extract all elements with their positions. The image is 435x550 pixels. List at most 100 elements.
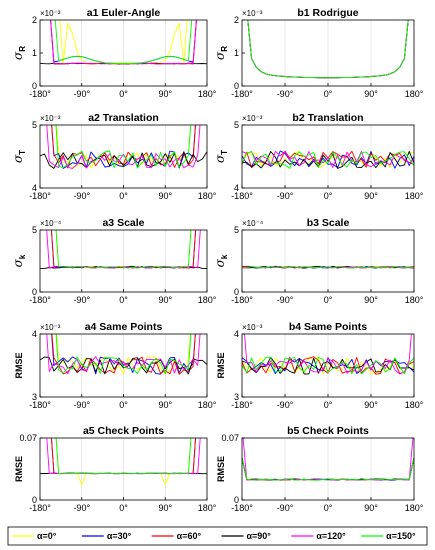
y-tick-label: 5 [234, 120, 239, 130]
series-group [242, 265, 414, 269]
series-line-α=60° [51, 334, 196, 375]
x-tick-label: 0° [119, 89, 128, 99]
x-tick-label: 180° [405, 89, 424, 99]
panel-title: a5 Check Points [83, 425, 164, 437]
y-tick-label: 0 [32, 81, 37, 91]
y-axis-label: RMSE [14, 352, 24, 378]
series-group [40, 125, 207, 169]
x-tick-label: -180° [29, 295, 51, 305]
x-tick-label: 180° [198, 400, 217, 410]
legend-entry: α=120° [316, 531, 346, 541]
y-tick-label: 1 [32, 48, 37, 58]
y-axis-label: RMSE [216, 456, 226, 482]
x-tick-label: 90° [158, 503, 172, 513]
legend-entry: α=30° [107, 531, 132, 541]
series-group [40, 20, 207, 65]
y-tick-label: 1 [234, 48, 239, 58]
series-line-α=150° [242, 265, 414, 269]
legend: α=0° α=30° α=60° α=90° α=120° α=150° [7, 526, 428, 546]
axis-exponent: ×10⁻³ [40, 323, 61, 332]
panel-a4: -180° -90° 0° 90° 180° 3 4 a4 Same Points ×10⁻³ R… [14, 321, 217, 410]
y-axis-label: σR [11, 46, 27, 60]
x-tick-label: 180° [405, 400, 424, 410]
series-line-α=150° [55, 230, 192, 269]
panel-title: b5 Check Points [287, 425, 369, 437]
y-tick-label: 5 [32, 120, 37, 130]
legend-entry: α=60° [177, 531, 202, 541]
panel-title: a1 Euler-Angle [87, 7, 161, 19]
x-tick-label: 90° [364, 295, 378, 305]
panel-a3: -180° -90° 0° 90° 180° 0 5 a3 Scale ×10⁻⁴ σk [11, 217, 217, 305]
series-line-α=90° [242, 150, 414, 169]
x-tick-label: 180° [198, 503, 217, 513]
y-tick-label: 2 [234, 15, 239, 25]
legend-entry: α=150° [386, 531, 416, 541]
legend-entry: α=90° [247, 531, 272, 541]
y-tick-label: 4 [234, 183, 239, 193]
series-group [40, 438, 207, 486]
x-tick-label: -90° [73, 89, 90, 99]
series-group [242, 334, 414, 375]
panel-b2: -180° -90° 0° 90° 180° 4 5 b2 Translation ×10⁻³ σ… [213, 112, 424, 201]
panels: -180° -90° 0° 90° 180° 0 1 2 a1 Euler-Angle ×10⁻³… [11, 7, 424, 513]
x-tick-label: -180° [231, 400, 253, 410]
x-tick-label: -180° [231, 503, 253, 513]
panel-title: b3 Scale [307, 217, 350, 229]
y-axis-label: σR [213, 46, 229, 60]
x-tick-label: 0° [119, 191, 128, 201]
axis-exponent: ×10⁻⁴ [40, 219, 62, 228]
series-line-α=60° [242, 356, 414, 375]
series-line-α=120° [242, 265, 414, 269]
panel-a1: -180° -90° 0° 90° 180° 0 1 2 a1 Euler-Angle ×10⁻³… [11, 7, 217, 99]
series-group [40, 230, 207, 269]
y-tick-label: 0 [234, 287, 239, 297]
x-tick-label: 180° [405, 295, 424, 305]
panel-a2: -180° -90° 0° 90° 180° 4 5 a2 Translation ×10⁻³ σ… [11, 112, 217, 201]
x-tick-label: 0° [119, 400, 128, 410]
y-tick-label: 5 [234, 225, 239, 235]
panel-a5: -180° -90° 0° 90° 180° 0 0.07 a5 Check Points RM… [14, 425, 217, 513]
panel-b3: -180° -90° 0° 90° 180° 0 5 b3 Scale ×10⁻⁴ σk [213, 217, 424, 305]
panel-title: a2 Translation [88, 112, 159, 124]
axis-exponent: ×10⁻³ [242, 114, 263, 123]
y-tick-label: 4 [234, 329, 239, 339]
x-tick-label: 0° [324, 503, 333, 513]
x-tick-label: -180° [29, 89, 51, 99]
y-tick-label: 4 [32, 329, 37, 339]
y-tick-label: 0.07 [221, 433, 239, 443]
axis-exponent: ×10⁻³ [242, 9, 263, 18]
y-tick-label: 3 [32, 392, 37, 402]
series-line-α=120° [46, 125, 201, 169]
x-tick-label: -180° [231, 295, 253, 305]
x-tick-label: 0° [324, 89, 333, 99]
axis-exponent: ×10⁻⁴ [242, 219, 264, 228]
series-group [40, 334, 207, 375]
x-tick-label: 90° [364, 191, 378, 201]
y-tick-label: 4 [32, 183, 37, 193]
panel-title: a3 Scale [102, 217, 144, 229]
x-tick-label: 90° [158, 191, 172, 201]
x-tick-label: 90° [364, 400, 378, 410]
y-axis-label: σT [11, 150, 27, 163]
series-line-α=0° [242, 356, 414, 375]
series-line-α=90° [242, 457, 414, 481]
y-tick-label: 0.07 [19, 433, 37, 443]
x-tick-label: -180° [231, 191, 253, 201]
x-tick-label: -90° [277, 191, 294, 201]
series-line-α=120° [244, 334, 412, 375]
x-tick-label: 0° [119, 503, 128, 513]
y-axis-label: RMSE [216, 352, 226, 378]
panel-title: b4 Same Points [289, 321, 367, 333]
y-tick-label: 0 [234, 81, 239, 91]
x-tick-label: -180° [29, 191, 51, 201]
x-tick-label: 90° [364, 89, 378, 99]
x-tick-label: 90° [158, 89, 172, 99]
x-tick-label: -90° [73, 191, 90, 201]
x-tick-label: -180° [29, 503, 51, 513]
series-group [242, 438, 414, 481]
x-tick-label: 90° [158, 295, 172, 305]
x-tick-label: -90° [73, 400, 90, 410]
x-tick-label: 180° [405, 191, 424, 201]
series-line-α=120° [46, 334, 201, 375]
